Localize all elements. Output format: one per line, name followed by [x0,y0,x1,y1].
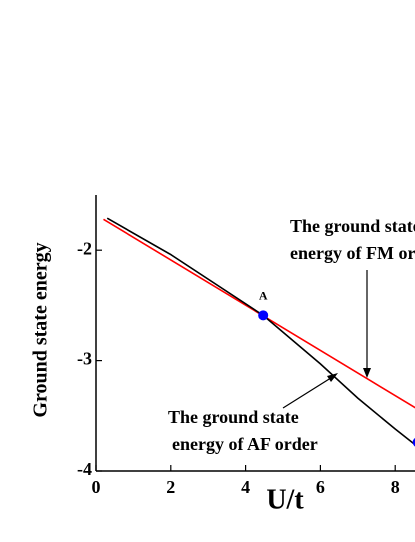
line [106,217,415,446]
x-tick-label: 6 [316,477,325,497]
x-tick-label: 2 [166,477,175,497]
arrow-head [363,368,371,378]
annotation: A [259,288,268,302]
y-axis-label: Ground state energy [30,242,52,417]
arrow-head [327,373,338,382]
x-tick-label: 8 [391,477,400,497]
annotation: energy of FM order [290,243,415,263]
y-tick-label: -2 [77,238,92,258]
point [258,310,269,321]
y-tick-label: -3 [77,349,92,369]
x-axis-label: U/t [266,484,304,515]
arrow [282,375,335,409]
annotation: energy of AF order [172,434,318,454]
point [412,438,415,447]
annotation: The ground state [290,216,415,236]
y-tick-label: -4 [77,459,92,479]
x-tick-label: 4 [241,477,250,497]
annotation: The ground state [168,407,299,427]
x-tick-label: 0 [92,477,101,497]
